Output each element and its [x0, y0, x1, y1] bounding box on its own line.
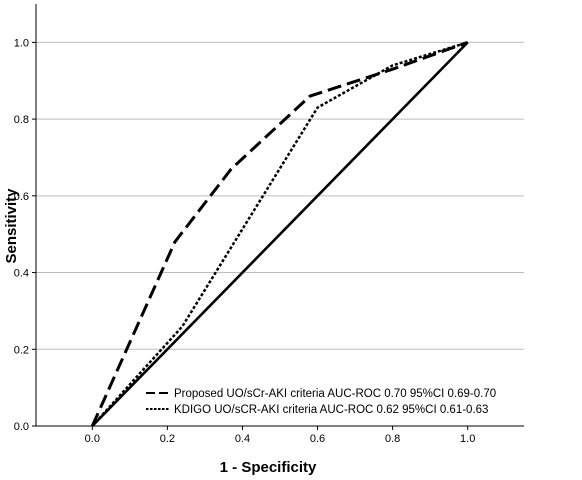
series-lines [90, 40, 469, 427]
x-tick-label: 1.0 [460, 433, 475, 445]
x-tick-label: 0.4 [235, 433, 250, 445]
legend-label: KDIGO UO/sCR-AKI criteria AUC-ROC 0.62 9… [174, 404, 488, 416]
x-tick-label: 0.6 [310, 433, 325, 445]
x-tick-label: 0.8 [385, 433, 400, 445]
tick-labels: 0.0 0.2 0.4 0.6 0.8 1.0 0.0 0.2 0.4 0.6 0.8 1.0 [14, 37, 476, 445]
legend-label: Proposed UO/sCr-AKI criteria AUC-ROC 0.7… [174, 388, 496, 400]
x-tick-label: 0.0 [85, 433, 100, 445]
x-tick-label: 0.2 [160, 433, 175, 445]
series-line-dashed [90, 40, 469, 427]
legend: Proposed UO/sCr-AKI criteria AUC-ROC 0.7… [146, 388, 496, 416]
y-tick-label: 0.0 [14, 421, 29, 433]
y-tick-label: 0.8 [14, 114, 29, 126]
y-axis-label: Sensitivity [3, 188, 20, 264]
axes [32, 4, 524, 430]
y-tick-label: 1.0 [14, 37, 29, 49]
y-tick-label: 0.2 [14, 344, 29, 356]
y-tick-label: 0.4 [14, 268, 29, 280]
grid-lines [36, 41, 524, 350]
series-line-solid [91, 41, 469, 427]
series-line-dotted [91, 41, 469, 427]
y-tick-label: 0.6 [14, 191, 29, 203]
x-axis-label: 1 - Specificity [220, 459, 317, 476]
